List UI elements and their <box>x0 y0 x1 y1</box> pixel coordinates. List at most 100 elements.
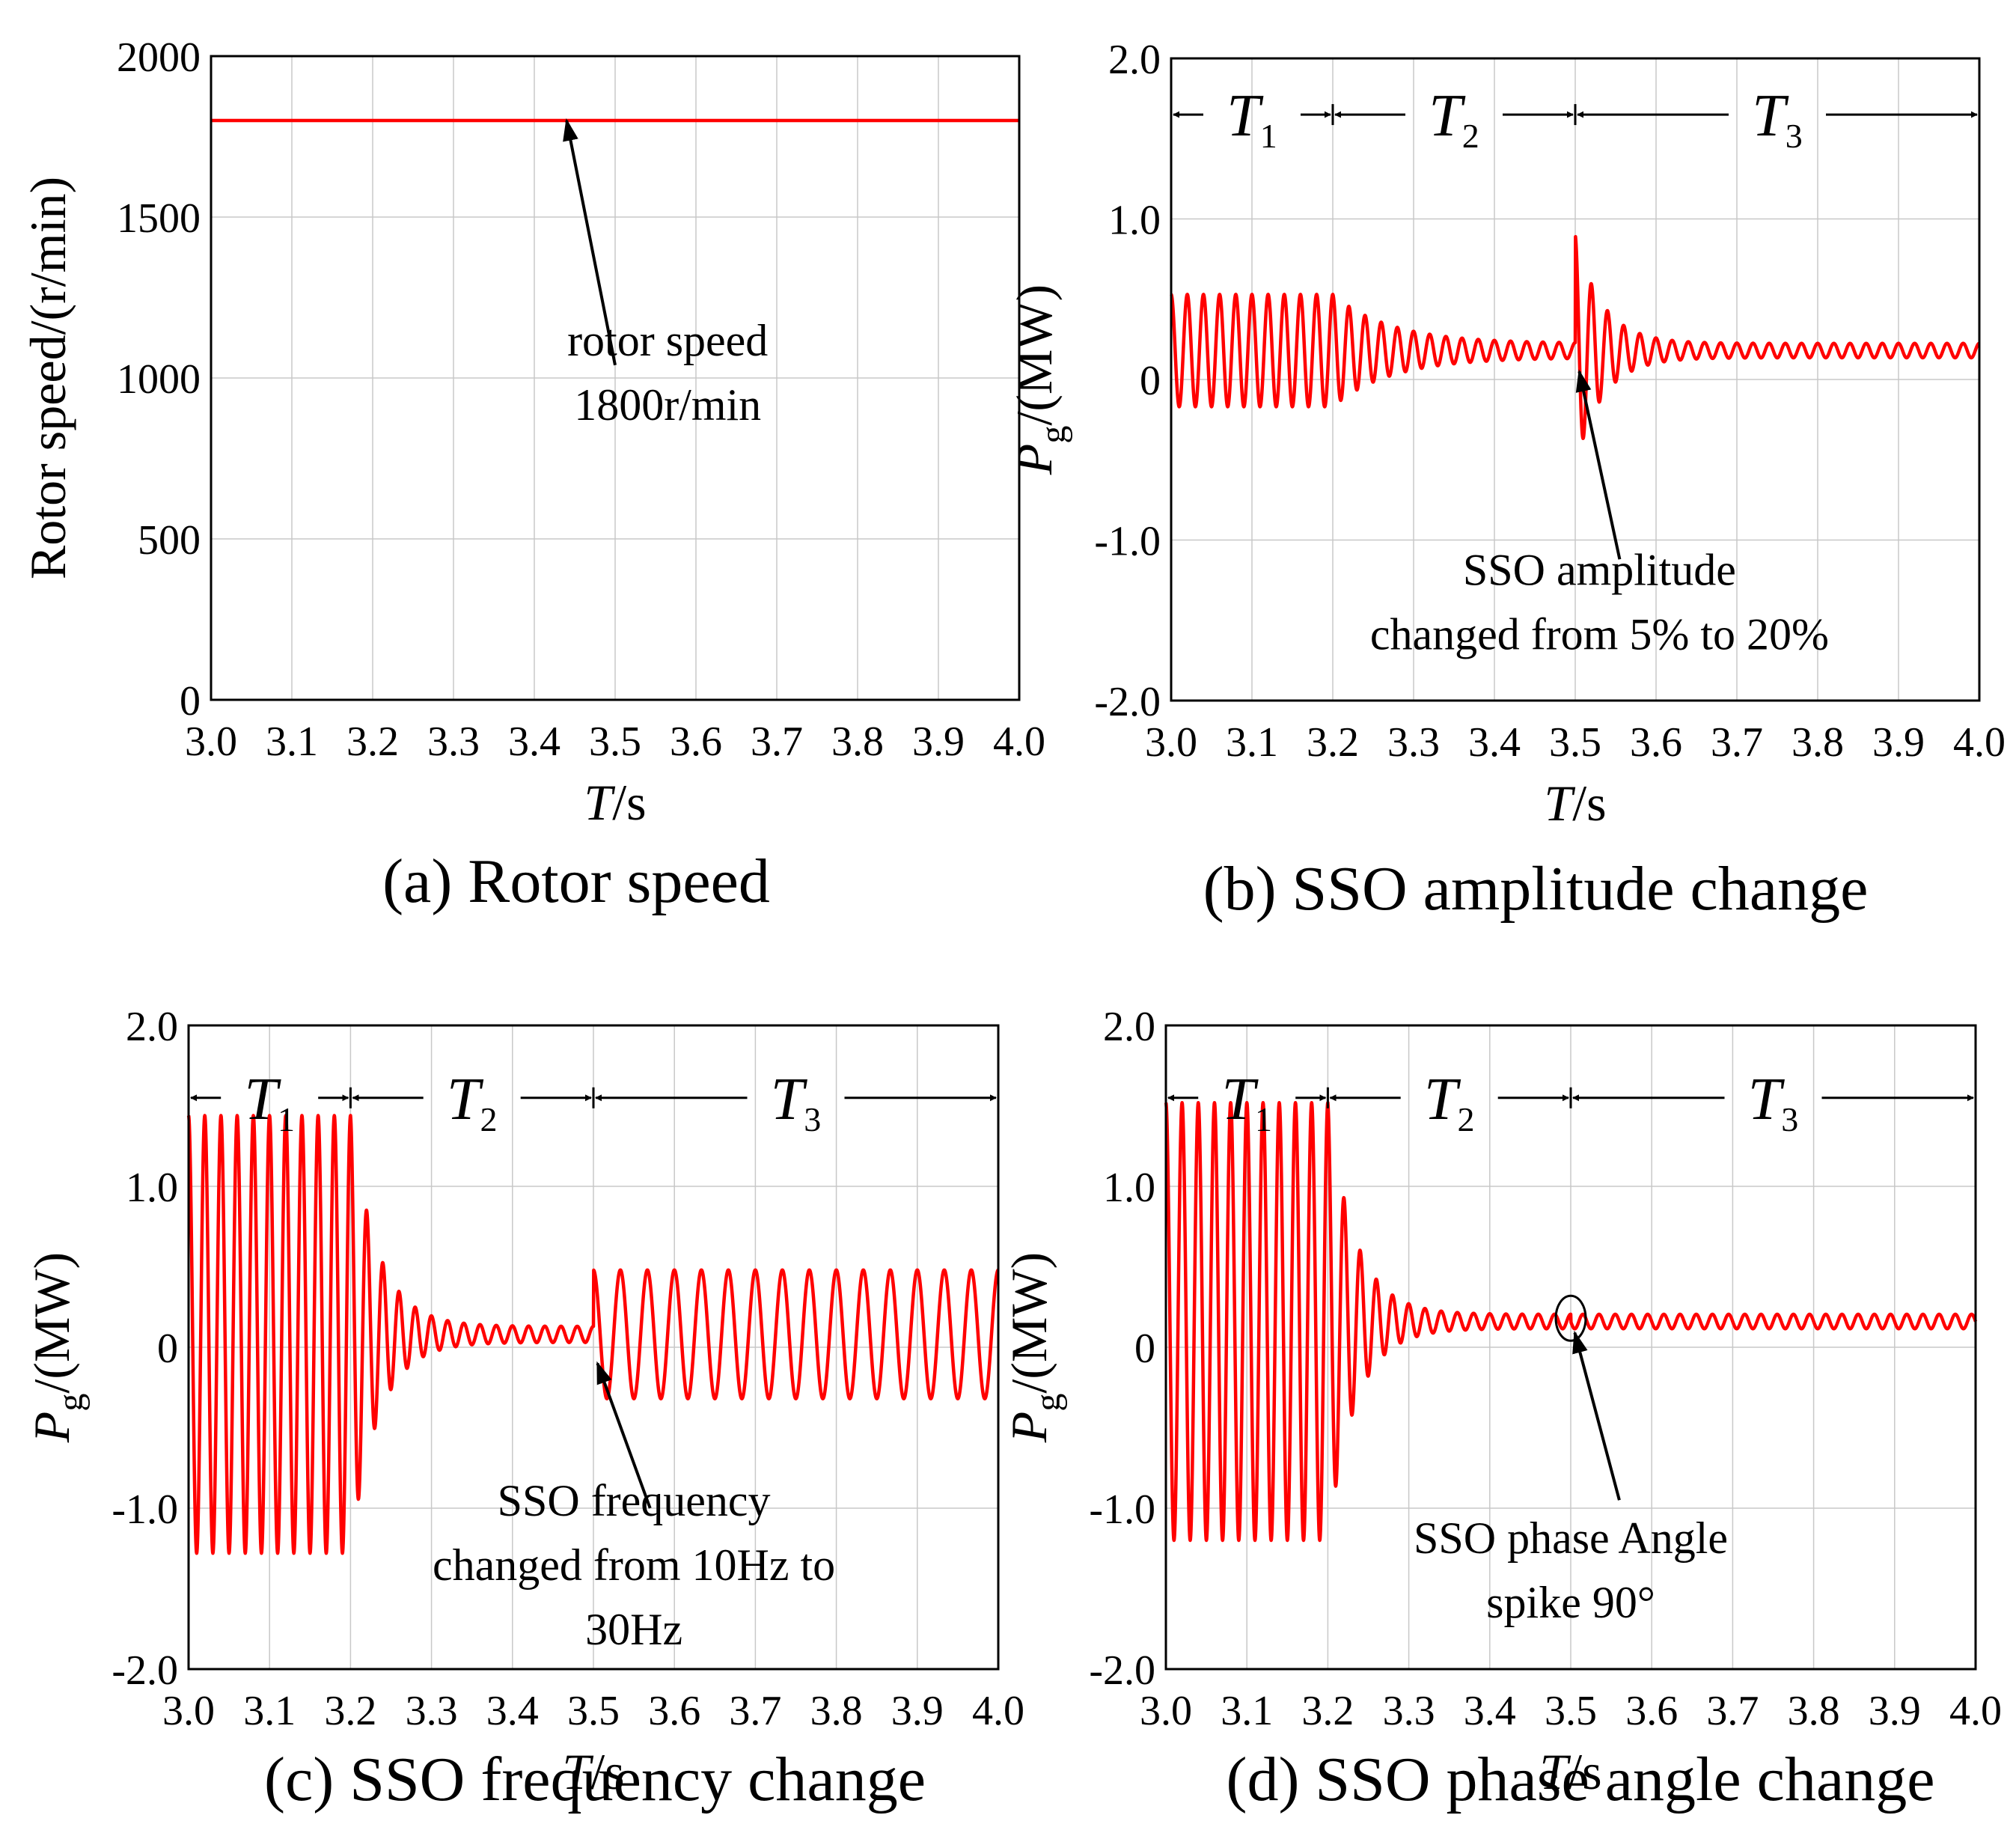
panel-c: 3.0 3.1 3.2 3.3 3.4 3.5 3.6 3.7 3.8 3.9 4.0 -2.0 -1.… <box>23 1004 1024 1814</box>
period-label: T2 <box>1429 83 1479 155</box>
period-label: T3 <box>1752 83 1803 155</box>
y-axis-label-sub: g <box>1033 426 1073 444</box>
x-tick-label: 3.7 <box>1706 1688 1759 1734</box>
x-axis-label-unit: /s <box>612 774 646 831</box>
annotation-arrow <box>596 1361 652 1509</box>
x-tick-label: 3.9 <box>891 1688 944 1734</box>
x-tick-label: 3.5 <box>567 1688 620 1734</box>
x-tick-label: 3.2 <box>1307 719 1359 766</box>
period-label-sub: 2 <box>1457 1100 1474 1138</box>
y-tick-label: 0 <box>180 678 201 725</box>
x-axis-label-unit: /s <box>1568 1743 1601 1800</box>
x-tick-label: 3.3 <box>1387 719 1440 766</box>
x-tick-label: 3.0 <box>1145 719 1197 766</box>
x-axis-label-var: T <box>562 1743 593 1800</box>
x-tick-label: 3.7 <box>1711 719 1763 766</box>
series-line-c <box>186 1114 1000 1555</box>
x-tick-label: 3.3 <box>1383 1688 1435 1734</box>
annotation-text: SSO frequency <box>498 1476 771 1525</box>
x-tick-label: 3.8 <box>810 1688 863 1734</box>
x-axis-label-var: T <box>1539 1743 1571 1800</box>
panel-a: 3.0 3.1 3.2 3.3 3.4 3.5 3.6 3.7 3.8 3.9 4.0 0 500 100… <box>19 34 1045 916</box>
x-tick-label: 4.0 <box>1949 1688 2002 1734</box>
x-axis-label: T/s <box>562 1743 624 1800</box>
x-tick-label: 3.5 <box>1545 1688 1597 1734</box>
x-tick-label: 3.4 <box>486 1688 539 1734</box>
x-tick-label: 3.6 <box>1630 719 1682 766</box>
x-tick-label: 3.1 <box>266 719 318 765</box>
period-label-var: T <box>1227 83 1264 149</box>
annotation-text: SSO phase Angle <box>1414 1513 1728 1563</box>
x-tick-label: 3.6 <box>1625 1688 1678 1734</box>
y-axis-label-var: P <box>23 1412 80 1444</box>
annotation-text: spike 90° <box>1486 1578 1655 1627</box>
x-axis-label: T/s <box>1539 1743 1601 1800</box>
period-label: T3 <box>1748 1067 1799 1138</box>
highlight-circle <box>1554 1294 1587 1342</box>
x-axis-label-unit: /s <box>1572 775 1606 832</box>
y-tick-label: 1000 <box>117 356 201 403</box>
x-axis-label-unit: /s <box>590 1743 624 1800</box>
annotation-text: 30Hz <box>585 1605 682 1654</box>
y-axis-label: Pg/(MW) <box>23 1252 91 1443</box>
period-label-var: T <box>1429 83 1466 149</box>
period-label: T2 <box>447 1067 498 1138</box>
y-axis-label-unit: /(MW) <box>1001 1252 1057 1394</box>
annotation-arrow <box>563 118 617 366</box>
x-tick-label: 3.9 <box>1869 1688 1921 1734</box>
annotation-text: changed from 5% to 20% <box>1370 610 1829 659</box>
y-tick-label: 1.0 <box>1103 1165 1155 1211</box>
x-axis-label-var: T <box>1544 775 1575 832</box>
x-axis-label: T/s <box>1544 775 1606 832</box>
annotation-text: changed from 10Hz to <box>433 1540 835 1590</box>
y-tick-label: 1.0 <box>1108 198 1161 244</box>
y-tick-label: 0 <box>157 1326 178 1372</box>
y-tick-label: 500 <box>138 517 201 564</box>
y-tick-label: -1.0 <box>1089 1486 1155 1533</box>
period-label: T2 <box>1424 1067 1475 1138</box>
x-tick-label: 3.1 <box>1226 719 1278 766</box>
panel-caption: (d) SSO phase angle change <box>1226 1745 1934 1814</box>
x-tick-label: 3.7 <box>751 719 803 765</box>
period-label-sub: 3 <box>1786 117 1803 155</box>
period-label-var: T <box>1748 1067 1786 1132</box>
x-tick-label: 3.2 <box>346 719 399 765</box>
x-tick-label: 4.0 <box>993 719 1045 765</box>
y-tick-label: 0 <box>1134 1326 1155 1372</box>
annotation-arrow <box>1572 1330 1621 1501</box>
x-tick-label: 3.4 <box>1468 719 1521 766</box>
x-tick-label: 3.4 <box>508 719 560 765</box>
plot-frame <box>1164 1024 1977 1671</box>
y-tick-label: 0 <box>1140 358 1161 404</box>
y-tick-label: 1500 <box>117 195 201 242</box>
y-tick-label: -2.0 <box>112 1647 178 1694</box>
y-tick-label: 2.0 <box>126 1004 178 1050</box>
x-tick-label: 3.1 <box>1221 1688 1273 1734</box>
y-axis-label: Pg/(MW) <box>1006 284 1073 475</box>
x-tick-label: 3.2 <box>324 1688 376 1734</box>
x-tick-label: 4.0 <box>1953 719 2006 766</box>
annotation-text: 1800r/min <box>574 380 761 430</box>
y-axis-label: Rotor speed/(r/min) <box>19 177 76 579</box>
x-tick-label: 3.5 <box>1549 719 1601 766</box>
annotation-text: rotor speed <box>567 316 768 365</box>
plot-frame <box>187 1024 1000 1671</box>
y-axis-label-var: P <box>1001 1412 1057 1444</box>
x-tick-label: 3.9 <box>1872 719 1925 766</box>
plot-frame <box>1170 57 1981 702</box>
period-label: T1 <box>244 1067 295 1138</box>
period-label-sub: 3 <box>804 1100 821 1138</box>
period-label-var: T <box>1424 1067 1461 1132</box>
y-axis-label-unit: /(MW) <box>23 1252 80 1394</box>
y-tick-label: 2000 <box>117 34 201 81</box>
panel-caption: (c) SSO frequency change <box>264 1745 926 1814</box>
panel-d: 3.0 3.1 3.2 3.3 3.4 3.5 3.6 3.7 3.8 3.9 4.0 -2.0 -1.… <box>1001 1004 2002 1814</box>
x-tick-label: 3.6 <box>648 1688 700 1734</box>
period-label-var: T <box>447 1067 484 1132</box>
panel-caption: (b) SSO amplitude change <box>1203 854 1869 924</box>
x-tick-label: 3.0 <box>162 1688 215 1734</box>
y-tick-label: 1.0 <box>126 1165 178 1211</box>
y-tick-label: -2.0 <box>1094 679 1161 725</box>
x-tick-label: 3.7 <box>729 1688 781 1734</box>
